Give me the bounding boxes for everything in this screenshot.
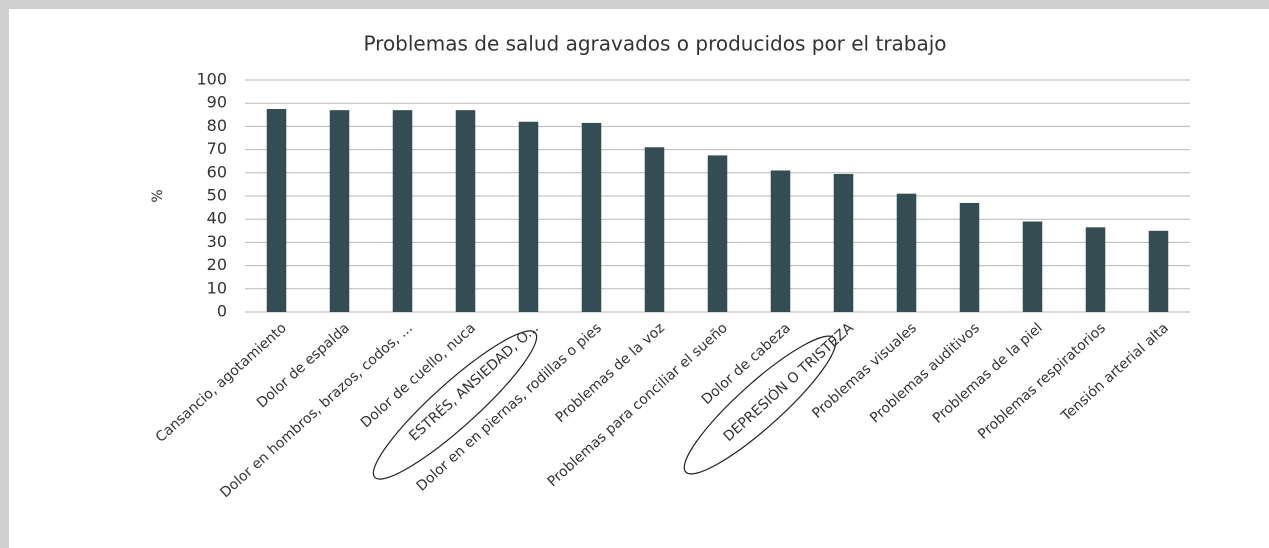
panel — [9, 9, 1269, 548]
bar — [1148, 230, 1169, 312]
highlight-ellipse — [683, 335, 837, 475]
bar — [455, 110, 476, 312]
bar — [518, 121, 539, 312]
y-tick-label: 50 — [207, 186, 227, 205]
bar — [581, 122, 602, 312]
highlight-ellipse — [372, 330, 538, 480]
y-tick-label: 30 — [207, 232, 227, 251]
y-tick-label: 70 — [207, 139, 227, 158]
bar — [392, 110, 413, 312]
bar — [329, 110, 350, 312]
y-tick-label: 10 — [207, 278, 227, 297]
chart-title: Problemas de salud agravados o producido… — [363, 32, 946, 56]
y-tick-label: 80 — [207, 116, 227, 135]
y-tick-label: 90 — [207, 93, 227, 112]
bar — [266, 109, 287, 312]
y-tick-label: 40 — [207, 209, 227, 228]
bar — [1022, 221, 1043, 312]
bar — [1085, 227, 1106, 312]
y-tick-label: 20 — [207, 255, 227, 274]
bar — [770, 170, 791, 312]
y-tick-label: 0 — [217, 302, 227, 321]
bar — [896, 193, 917, 312]
bar — [644, 147, 665, 312]
y-tick-label: 60 — [207, 162, 227, 181]
y-tick-label: 100 — [196, 70, 227, 89]
bar — [959, 202, 980, 312]
bar — [833, 173, 854, 312]
bar — [707, 155, 728, 312]
y-axis-label: % — [150, 189, 166, 202]
